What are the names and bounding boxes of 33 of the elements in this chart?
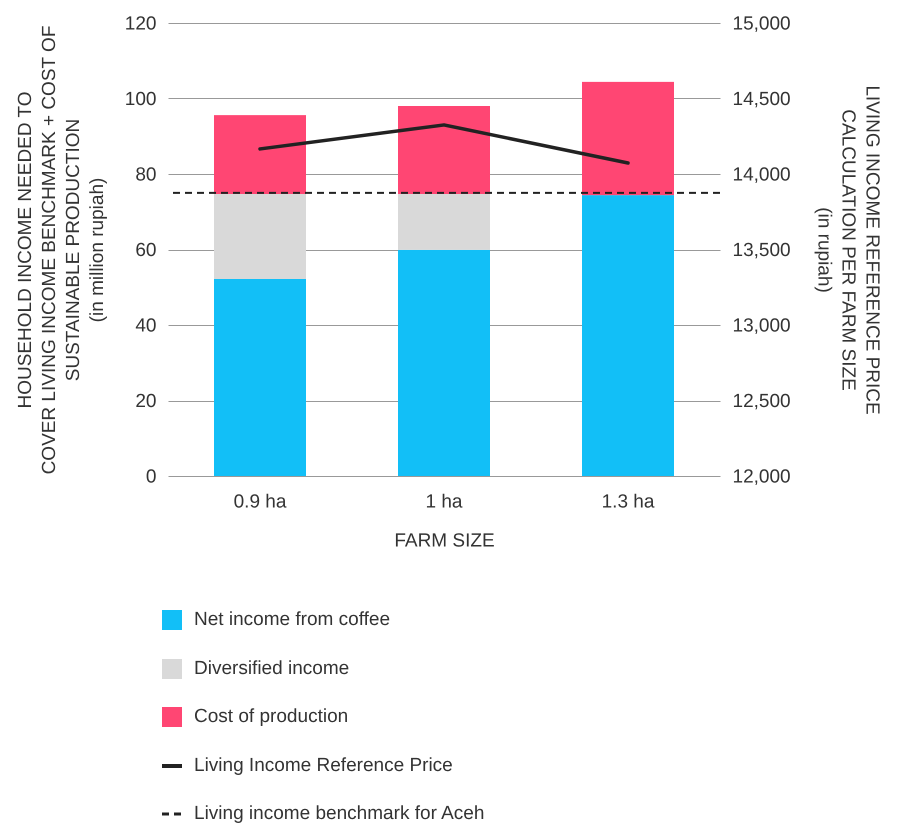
y-tick-label: 20: [135, 391, 156, 412]
y-axis-title: HOUSEHOLD INCOME NEEDED TO COVER LIVING INCOME BENCHMARK + COST OF SUSTAINABLE PRODUCTION (in million rupiah): [14, 26, 108, 474]
y-tick-label: 120: [124, 14, 156, 34]
y2-tick-label: 13,000: [732, 316, 791, 336]
bar: [214, 194, 306, 279]
y-tick-label: 0: [146, 466, 156, 488]
y-tick-label: 100: [124, 89, 156, 110]
bar: [214, 115, 306, 194]
x-tick-label: 1 ha: [426, 492, 463, 512]
bar: [214, 278, 306, 476]
bar: [582, 195, 674, 476]
y2-axis-title: LIVING INCOME REFERENCE PRICE CALCULATION PER FARM SIZE (in rupiah): [814, 85, 883, 415]
bar: [582, 82, 674, 196]
y2-tick-label: 13,500: [732, 240, 791, 261]
y-tick-label: 40: [135, 316, 156, 336]
y-tick-label: 60: [135, 240, 156, 261]
legend-label: Cost of production: [194, 706, 348, 727]
bar: [398, 106, 490, 194]
legend-label: Living Income Reference Price: [194, 754, 453, 776]
legend-label: Net income from coffee: [194, 609, 390, 630]
y2-tick-label: 15,000: [732, 14, 791, 34]
y2-tick-label: 12,000: [732, 466, 791, 488]
legend-label: Living income benchmark for Aceh: [194, 803, 484, 824]
y-tick-label: 80: [135, 164, 156, 186]
x-tick-label: 0.9 ha: [234, 492, 287, 512]
x-axis-title: FARM SIZE: [394, 530, 495, 552]
x-tick-label: 1.3 ha: [602, 492, 655, 512]
bar: [398, 250, 490, 476]
legend-label: Diversified income: [194, 658, 350, 678]
y2-tick-label: 12,500: [732, 391, 791, 412]
bar: [398, 194, 490, 250]
y2-tick-label: 14,500: [732, 89, 791, 110]
y2-tick-label: 14,000: [732, 164, 791, 186]
